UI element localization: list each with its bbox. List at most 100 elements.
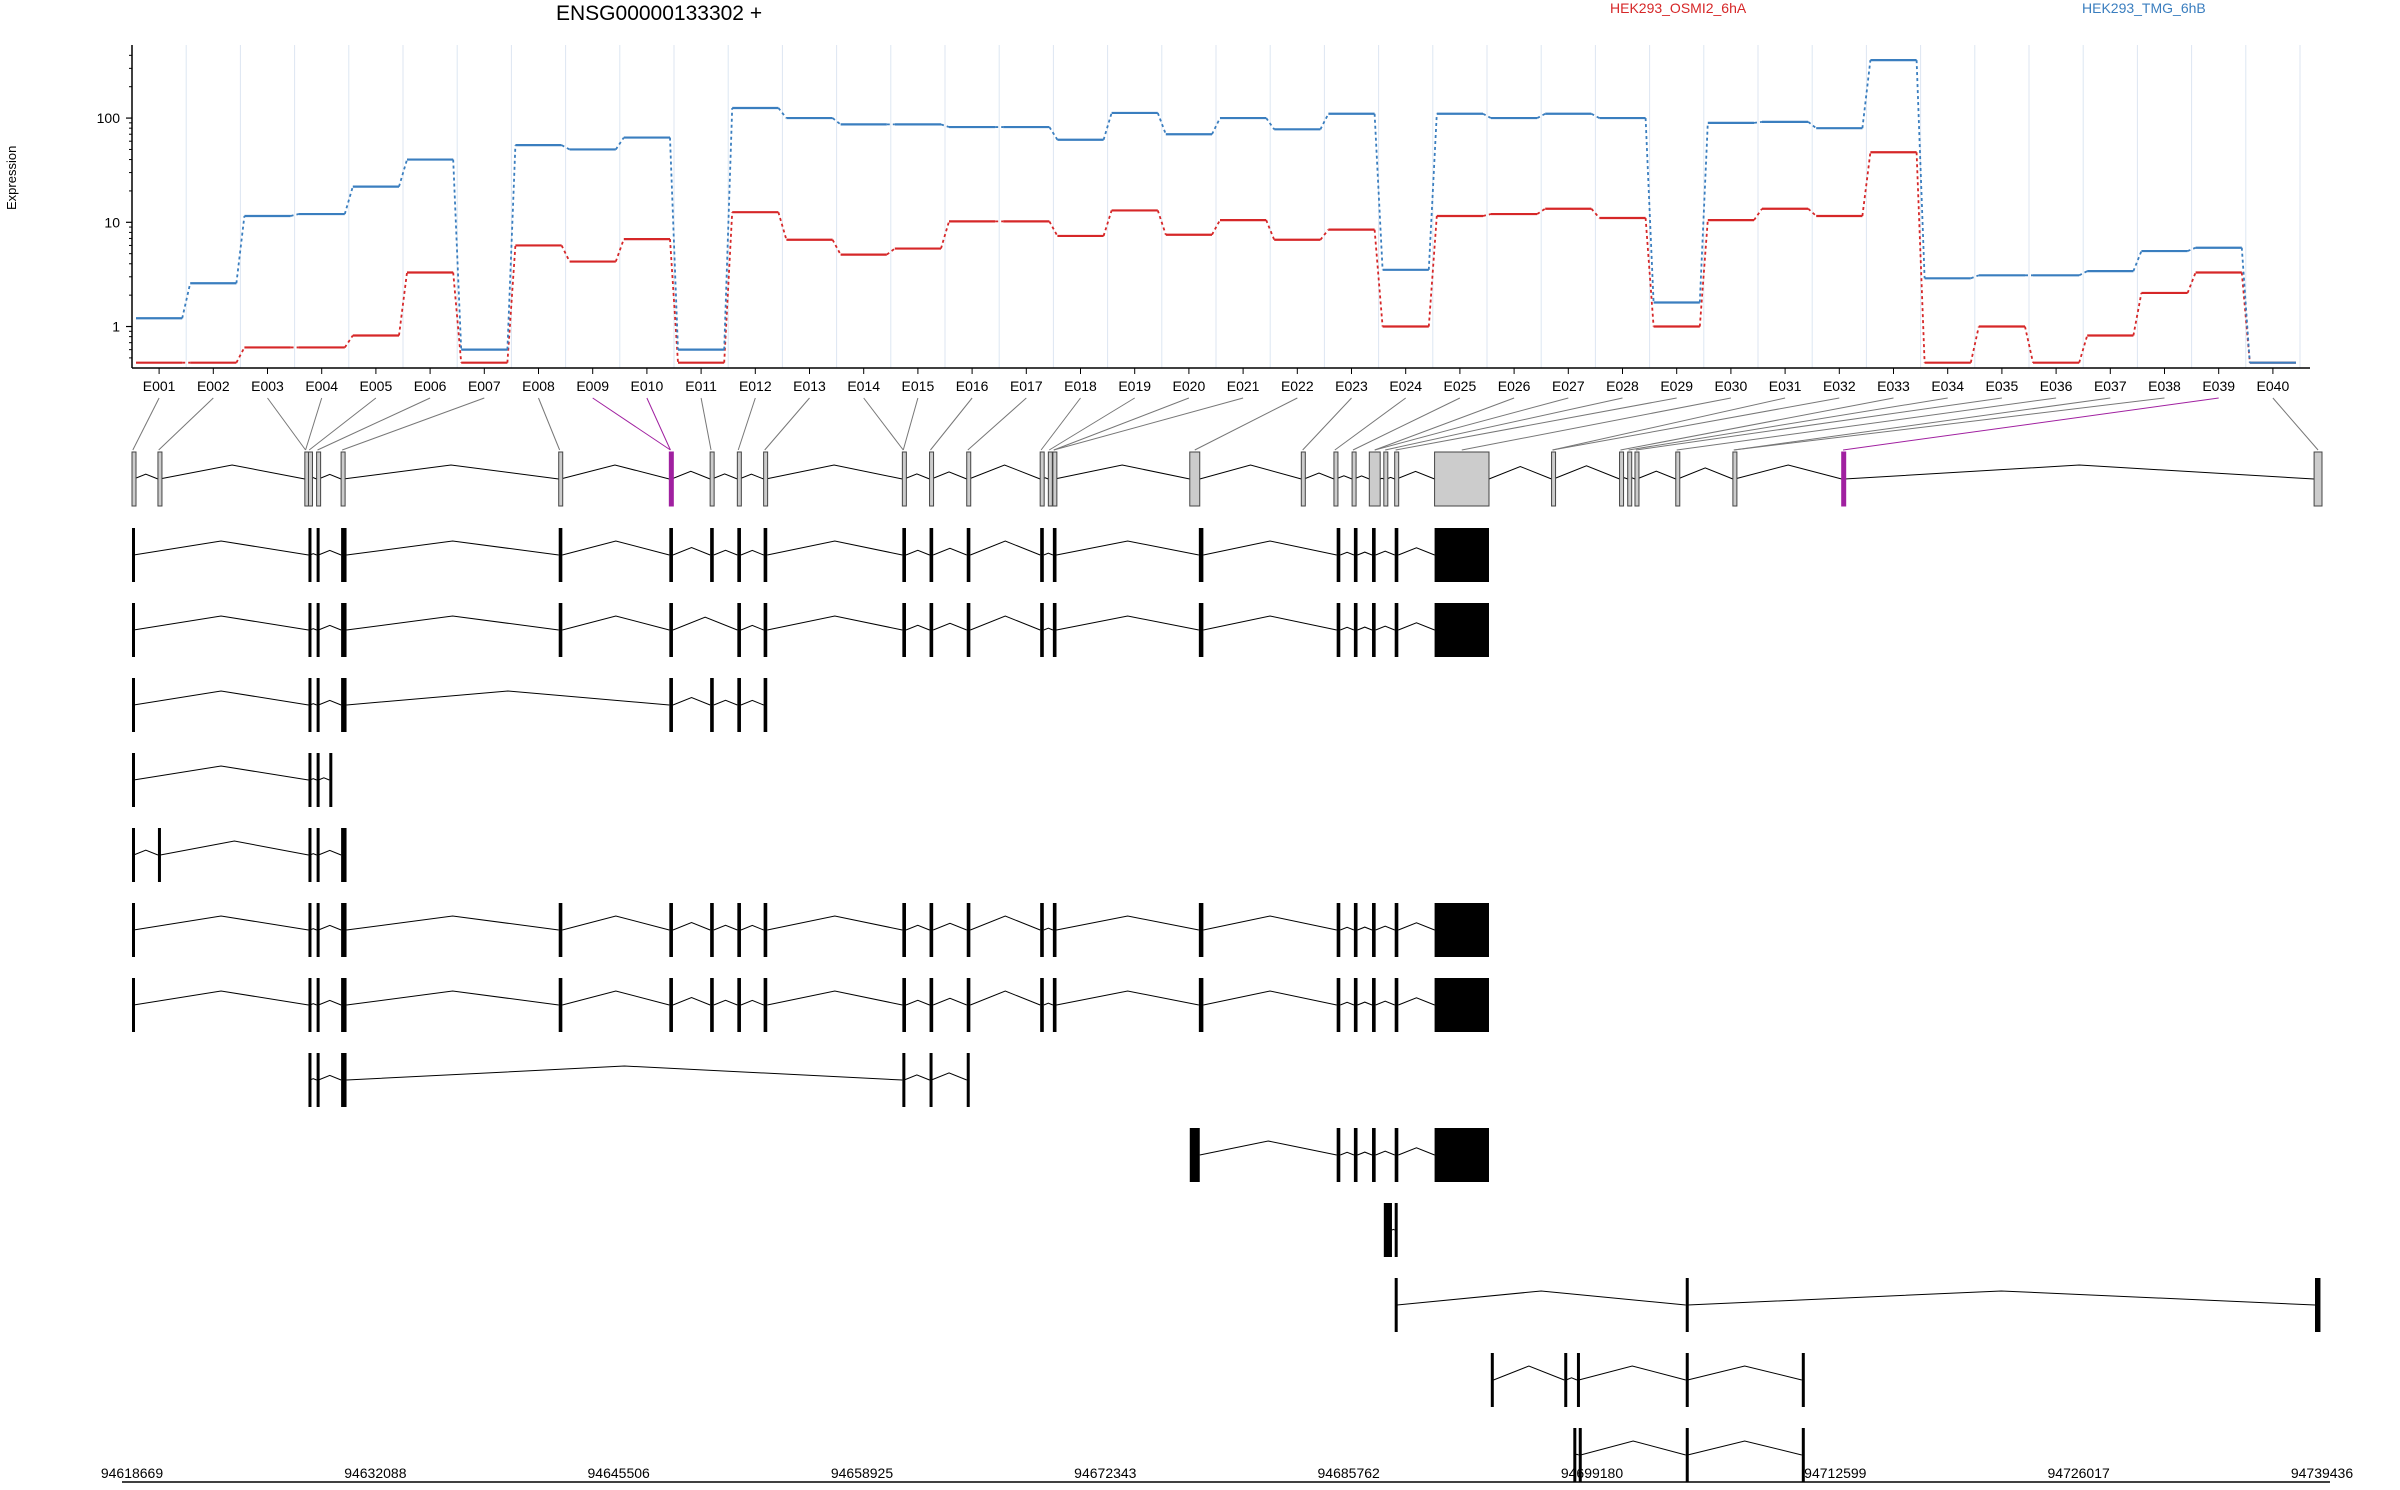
exon-map-intron — [968, 464, 1041, 480]
exon-connector — [764, 397, 810, 451]
transcript-exon — [308, 1053, 312, 1107]
series-1-connector — [1048, 126, 1059, 141]
transcript-exon — [737, 678, 741, 732]
transcript-exon — [902, 603, 906, 657]
y-tick-label: 1 — [112, 319, 120, 335]
transcript-exon — [341, 678, 347, 732]
exon-connector — [158, 397, 214, 451]
x-tick-label: E034 — [1931, 378, 1964, 394]
transcript-exon — [669, 603, 673, 657]
exon-map-intron — [1054, 464, 1190, 480]
transcript-exon — [763, 978, 768, 1032]
series-0-connector — [398, 272, 408, 336]
legend-entry-tmg: HEK293_TMG_6hB — [2082, 0, 2206, 16]
transcript-exon — [1040, 528, 1044, 582]
transcript-intron — [562, 915, 670, 931]
x-tick-label: E033 — [1877, 378, 1910, 394]
genomic-tick-label: 94672343 — [1074, 1465, 1137, 1481]
exon-connector — [1461, 397, 1731, 451]
x-tick-label: E011 — [685, 378, 717, 394]
transcript-exon — [1372, 1128, 1376, 1182]
transcript-intron — [672, 922, 711, 931]
exon-connector — [1552, 397, 1840, 451]
exon-connector — [1733, 397, 2165, 451]
x-tick-label: E001 — [143, 378, 176, 394]
exon-connector — [1048, 397, 1135, 451]
transcript-exon — [1052, 903, 1057, 957]
exon-map-intron — [1677, 467, 1734, 480]
transcript-exon — [1353, 978, 1358, 1032]
x-tick-label: E023 — [1335, 378, 1368, 394]
exon-map-intron — [711, 473, 738, 480]
x-tick-label: E026 — [1498, 378, 1531, 394]
genomic-tick-label: 94645506 — [588, 1465, 651, 1481]
transcript-intron — [133, 765, 309, 781]
x-tick-label: E020 — [1173, 378, 1206, 394]
x-tick-label: E010 — [631, 378, 664, 394]
transcript-intron — [767, 915, 903, 931]
transcript-intron — [1340, 1151, 1355, 1156]
exon-map-intron — [1396, 470, 1435, 480]
transcript-exon — [308, 903, 312, 957]
transcript-intron — [1565, 1377, 1578, 1381]
transcript-exon — [1040, 903, 1044, 957]
exon-map-exon — [901, 451, 907, 507]
transcript-exon — [308, 753, 312, 807]
transcript-intron — [1375, 625, 1395, 631]
transcript-exon — [929, 1053, 933, 1107]
transcript-intron — [713, 549, 738, 556]
exon-connector — [1635, 397, 2002, 451]
exon-map-exon — [1394, 451, 1400, 507]
transcript-exon — [308, 603, 312, 657]
transcript-exon — [558, 603, 563, 657]
exon-map-intron — [903, 473, 930, 480]
exon-map-intron — [1844, 464, 2315, 480]
x-tick-label: E027 — [1552, 378, 1585, 394]
x-tick-label: E038 — [2148, 378, 2181, 394]
exon-map-exon — [966, 451, 972, 507]
series-1-connector — [235, 215, 246, 284]
transcript-exon — [157, 828, 161, 882]
exon-map-exon — [668, 451, 674, 507]
genomic-tick-label: 94699180 — [1561, 1465, 1624, 1481]
transcript-intron — [767, 540, 903, 556]
transcript-exon — [1336, 978, 1341, 1032]
transcript-exon — [1685, 1428, 1689, 1482]
transcript-exon — [316, 1053, 320, 1107]
transcript-exon — [737, 903, 741, 957]
transcript-intron — [1357, 926, 1373, 931]
transcript-exon — [669, 678, 673, 732]
transcript-exon — [902, 903, 906, 957]
transcript-exon — [763, 903, 768, 957]
transcript-intron — [1687, 1440, 1802, 1456]
transcript-exon — [1434, 903, 1489, 957]
transcript-intron — [1493, 1365, 1565, 1381]
series-0-connector — [2078, 335, 2089, 363]
transcript-intron — [905, 549, 930, 556]
transcript-intron — [903, 1074, 930, 1081]
transcript-exon — [316, 678, 320, 732]
x-tick-label: E005 — [360, 378, 393, 394]
exon-connector — [305, 397, 323, 451]
x-tick-label: E009 — [576, 378, 609, 394]
x-tick-label: E016 — [956, 378, 989, 394]
exon-map-exon — [1841, 451, 1847, 507]
exon-map-exon — [1039, 451, 1045, 507]
exon-map-exon — [2313, 451, 2323, 507]
exon-map-exon — [340, 451, 346, 507]
transcript-exon — [341, 528, 347, 582]
transcript-exon — [1573, 1428, 1577, 1482]
transcript-exon — [763, 678, 768, 732]
transcript-exon — [1353, 1128, 1358, 1182]
transcript-exon — [710, 678, 714, 732]
x-tick-label: E015 — [902, 378, 935, 394]
transcript-intron — [1398, 997, 1435, 1006]
transcript-intron — [1340, 926, 1355, 931]
exon-map-intron — [560, 464, 670, 480]
exon-connector — [1374, 397, 1515, 451]
transcript-exon — [737, 528, 741, 582]
series-1-connector — [343, 186, 354, 215]
x-tick-label: E019 — [1118, 378, 1151, 394]
transcript-intron — [318, 777, 330, 781]
transcript-exon — [132, 828, 135, 882]
